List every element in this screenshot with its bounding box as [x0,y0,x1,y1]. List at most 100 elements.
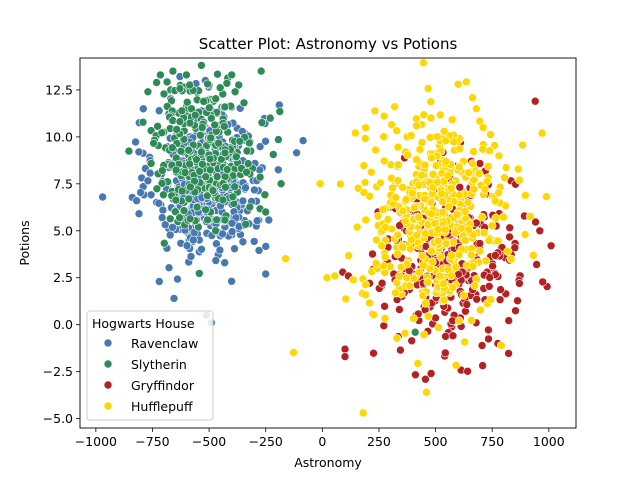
y-tick-label: −2.5 [43,364,73,379]
data-point [446,183,456,193]
data-point [167,96,176,105]
data-point [427,209,436,219]
data-point [410,327,420,337]
data-point [98,192,107,202]
data-point [401,216,410,226]
legend-marker-gryffindor [103,380,113,390]
data-point [192,155,201,164]
data-point [483,162,493,171]
data-point [464,225,474,234]
data-point [506,254,516,264]
legend-marker-ravenclaw [103,338,113,348]
data-point [510,243,520,252]
data-point [426,113,436,123]
data-point [361,215,371,225]
data-point [447,271,456,281]
data-point [432,132,442,141]
y-tick-label: 0.0 [53,317,73,332]
legend-label-slytherin: Slytherin [131,357,187,372]
data-point [201,172,210,181]
data-point [157,179,167,188]
data-point [439,127,449,136]
data-point [197,123,207,132]
data-point [360,178,370,187]
data-point [227,227,237,236]
data-point [468,262,478,271]
data-point [371,259,381,268]
data-point [419,261,428,270]
data-point [468,159,477,168]
data-point [220,148,230,158]
data-point [245,202,255,212]
data-point [243,159,253,168]
data-point [359,161,369,170]
data-point [513,296,522,306]
data-point [460,337,469,347]
data-point [392,334,402,343]
x-tick-label: 1000 [533,434,565,449]
data-point [460,236,470,245]
data-point [420,160,430,170]
data-point [427,246,436,256]
data-point [380,252,390,262]
data-point [377,241,387,250]
data-point [261,242,271,251]
data-point [438,197,447,206]
data-point [511,306,520,316]
data-point [408,188,417,198]
data-point [211,226,220,235]
data-point [230,87,240,97]
data-point [227,218,237,228]
data-point [239,98,249,108]
data-point [440,348,450,358]
data-point [183,98,192,107]
data-point [513,164,523,174]
data-point [475,239,485,248]
y-tick-label: −5.0 [43,411,73,426]
data-point [428,170,438,179]
data-point [154,106,164,115]
y-axis-title: Potions [17,220,32,265]
data-point [468,93,477,102]
data-point [159,190,168,200]
data-point [289,348,298,357]
data-point [422,387,431,397]
data-point [222,79,232,88]
data-point [471,104,481,113]
data-point [493,236,503,246]
data-point [450,228,460,238]
data-point [254,246,264,255]
data-point [402,273,411,283]
data-point [414,213,423,222]
data-point [391,288,400,298]
data-point [159,89,169,99]
data-point [260,190,270,199]
data-point [454,162,464,172]
data-point [220,102,230,112]
data-point [477,212,487,222]
data-point [449,137,459,147]
data-point [490,251,500,260]
data-point [406,131,416,140]
data-point [381,223,390,232]
data-point [249,237,259,246]
data-point [431,313,440,323]
data-point [518,140,527,150]
data-point [265,113,275,123]
data-point [238,237,248,247]
data-point [505,223,515,233]
data-point [417,171,427,180]
data-point [420,229,430,239]
data-point [455,144,465,154]
y-tick-label: 5.0 [53,223,73,238]
data-point [447,115,457,125]
data-point [520,230,530,239]
data-point [360,134,370,143]
data-point [212,172,222,181]
data-point [484,325,493,335]
data-point [500,173,509,182]
data-point [454,250,464,260]
data-point [477,341,487,350]
data-point [435,271,445,281]
data-point [197,147,206,157]
